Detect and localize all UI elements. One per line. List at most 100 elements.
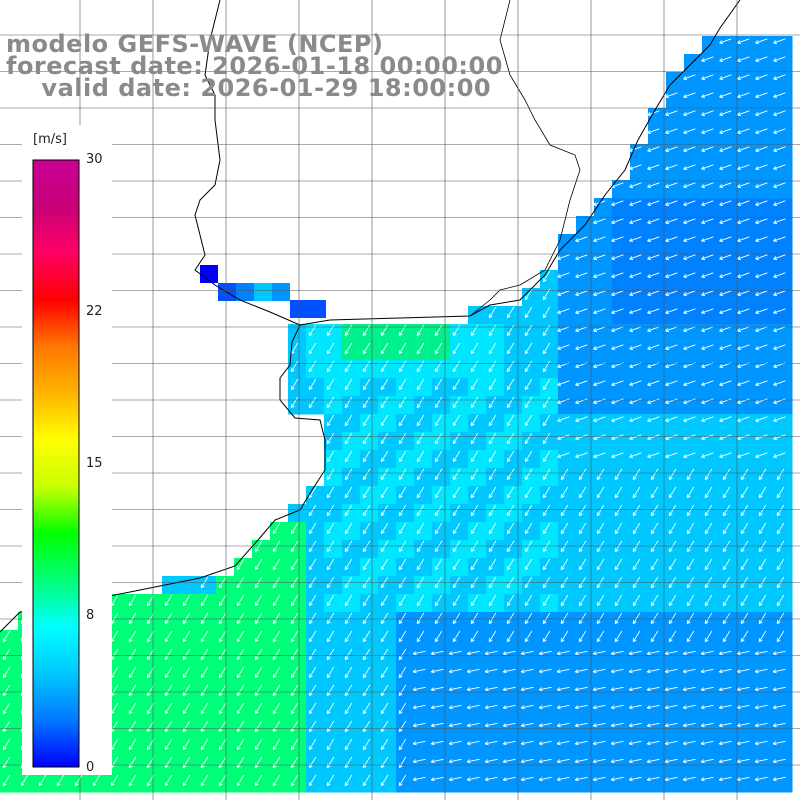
wind-cell — [360, 342, 379, 361]
wind-arrow — [683, 92, 696, 99]
wind-cell — [324, 468, 343, 487]
wind-arrow — [610, 740, 624, 746]
wind-arrow — [758, 504, 767, 517]
wind-cell — [414, 360, 433, 379]
wind-cell — [774, 468, 793, 487]
wind-arrow — [308, 558, 317, 571]
wind-cell — [594, 504, 613, 523]
wind-arrow — [593, 254, 606, 261]
wind-cell — [486, 522, 505, 541]
wind-arrow — [574, 650, 588, 656]
wind-cell — [720, 270, 739, 289]
wind-arrow — [772, 740, 786, 746]
wind-cell — [720, 432, 739, 451]
wind-arrow — [344, 630, 353, 643]
wind-arrow — [686, 558, 695, 571]
wind-arrow — [308, 414, 317, 427]
wind-arrow — [628, 758, 642, 764]
wind-arrow — [484, 722, 498, 728]
wind-arrow — [772, 776, 786, 782]
wind-cell — [738, 342, 757, 361]
wind-cell — [450, 324, 469, 343]
wind-arrow — [290, 594, 299, 607]
wind-arrow — [610, 722, 624, 728]
wind-arrow — [236, 738, 245, 751]
wind-arrow — [719, 38, 732, 45]
wind-arrow — [776, 522, 785, 535]
wind-cell — [684, 90, 703, 109]
wind-cell — [702, 36, 721, 55]
wind-cell — [432, 378, 451, 397]
wind-cell — [450, 648, 469, 667]
wind-arrow — [647, 452, 660, 459]
wind-cell — [684, 396, 703, 415]
wind-cell — [576, 738, 595, 757]
wind-arrow — [557, 452, 570, 459]
wind-cell — [540, 360, 559, 379]
wind-arrow — [362, 504, 371, 517]
wind-cell — [432, 468, 451, 487]
wind-arrow — [755, 200, 768, 207]
wind-arrow — [719, 182, 732, 189]
wind-cell — [630, 180, 649, 199]
wind-cell — [162, 774, 181, 793]
wind-arrow — [412, 686, 426, 692]
wind-arrow — [416, 360, 425, 373]
wind-cell — [666, 612, 685, 631]
wind-arrow — [683, 380, 696, 387]
wind-arrow — [593, 452, 606, 459]
wind-cell — [270, 522, 289, 541]
wind-cell — [216, 612, 235, 631]
wind-cell — [738, 630, 757, 649]
wind-cell — [738, 432, 757, 451]
wind-cell — [720, 342, 739, 361]
wind-cell — [702, 720, 721, 739]
wind-arrow — [380, 450, 389, 463]
wind-cell — [576, 720, 595, 739]
wind-cell — [468, 486, 487, 505]
wind-arrow — [182, 666, 191, 679]
wind-arrow — [200, 702, 209, 715]
wind-cell — [414, 414, 433, 433]
wind-cell — [558, 468, 577, 487]
wind-cell — [216, 720, 235, 739]
wind-cell — [702, 522, 721, 541]
wind-cell — [756, 198, 775, 217]
wind-cell — [522, 486, 541, 505]
wind-arrow — [128, 666, 137, 679]
wind-arrow — [560, 486, 569, 499]
wind-cell — [576, 414, 595, 433]
wind-cell — [378, 468, 397, 487]
wind-arrow — [664, 794, 678, 800]
wind-cell — [180, 774, 199, 793]
wind-cell — [108, 648, 127, 667]
wind-arrow — [722, 612, 731, 625]
wind-cell — [666, 162, 685, 181]
wind-cell — [594, 270, 613, 289]
wind-arrow — [647, 200, 660, 207]
wind-cell — [774, 630, 793, 649]
wind-arrow — [488, 360, 497, 373]
wind-arrow — [773, 38, 786, 45]
wind-cell — [324, 396, 343, 415]
wind-cell — [684, 432, 703, 451]
wind-arrow — [647, 236, 660, 243]
wind-arrow — [484, 758, 498, 764]
wind-arrow — [347, 792, 353, 800]
wind-arrow — [560, 540, 569, 553]
wind-arrow — [754, 650, 768, 656]
wind-arrow — [167, 792, 173, 800]
wind-arrow — [758, 558, 767, 571]
wind-arrow — [470, 540, 479, 553]
wind-arrow — [574, 758, 588, 764]
wind-arrow — [430, 740, 444, 746]
wind-arrow — [398, 504, 407, 517]
wind-cell — [594, 306, 613, 325]
wind-cell — [630, 522, 649, 541]
wind-arrow — [236, 648, 245, 661]
wind-arrow — [773, 326, 786, 333]
wind-cell — [414, 450, 433, 469]
wind-arrow — [380, 630, 389, 643]
wind-cell — [756, 702, 775, 721]
wind-arrow — [755, 74, 768, 81]
